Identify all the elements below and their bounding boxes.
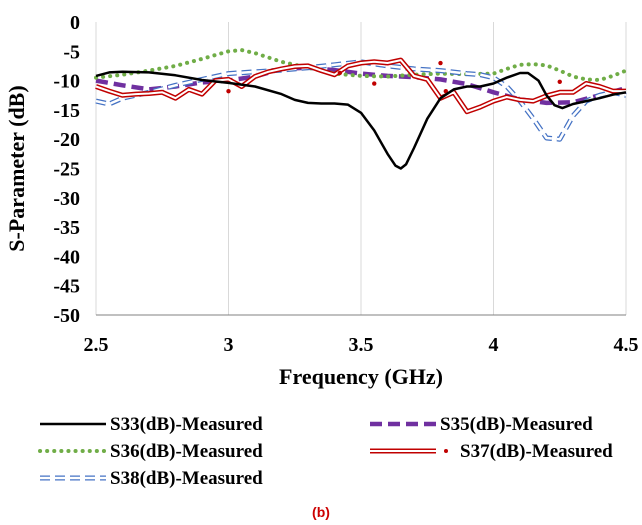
- x-tick-label: 3: [224, 334, 234, 356]
- x-tick-labels: 2.5 3 3.5 4 4.5: [84, 334, 639, 356]
- y-tick-label: -50: [53, 305, 80, 327]
- x-tick-label: 3.5: [349, 334, 374, 356]
- y-tick-label: -15: [53, 100, 80, 122]
- legend-label: S37(dB)-Measured: [460, 441, 613, 462]
- legend-entry: S38(dB)-Measured: [40, 468, 263, 489]
- legend-label: S38(dB)-Measured: [110, 468, 263, 489]
- y-tick-label: -30: [53, 188, 80, 210]
- series-s38-db-measured: [95, 59, 627, 142]
- series-marker-dot: [443, 88, 448, 94]
- legend-label: S33(dB)-Measured: [110, 414, 263, 435]
- series-marker-dot: [438, 60, 443, 66]
- legend-label: S35(dB)-Measured: [440, 414, 593, 435]
- y-tick-labels: 0 -5 -10 -15 -20 -25 -30 -35 -40 -45 -50: [53, 12, 80, 327]
- series-line: [95, 60, 627, 141]
- series-line: [95, 59, 626, 113]
- series-marker-dot: [226, 88, 231, 94]
- legend-dot: [444, 449, 448, 453]
- y-tick-label: -5: [63, 41, 80, 63]
- x-axis-title: Frequency (GHz): [279, 364, 443, 389]
- legend-entry: S37(dB)-Measured: [370, 441, 613, 462]
- series-line: [94, 48, 628, 82]
- series-marker-dot: [337, 70, 342, 76]
- series-line: [95, 70, 627, 170]
- series-s36-db-measured: [94, 48, 628, 82]
- y-tick-label: -25: [53, 159, 80, 181]
- legend-label: S36(dB)-Measured: [110, 441, 263, 462]
- legend-entry: S36(dB)-Measured: [38, 441, 263, 462]
- data-series: [94, 48, 628, 170]
- y-tick-label: -40: [53, 246, 80, 268]
- series-s33-db-measured: [95, 70, 627, 170]
- y-tick-label: -45: [53, 276, 80, 298]
- legend-entry: S33(dB)-Measured: [40, 414, 263, 435]
- x-tick-label: 4.5: [614, 334, 639, 356]
- y-tick-label: -35: [53, 217, 80, 239]
- series-marker-dot: [372, 81, 377, 86]
- figure-caption: (b): [312, 504, 330, 520]
- legend-entry: S35(dB)-Measured: [370, 414, 593, 435]
- y-tick-label: 0: [70, 12, 80, 34]
- series-s37-db-measured: [95, 57, 626, 115]
- y-tick-label: -20: [53, 129, 80, 151]
- vertical-gridlines: [95, 22, 627, 315]
- series-marker-dot: [557, 79, 562, 84]
- x-tick-label: 4: [489, 334, 499, 356]
- y-axis-title: S-Parameter (dB): [4, 85, 29, 251]
- y-tick-label: -10: [53, 71, 80, 93]
- legend: S33(dB)-Measured S35(dB)-Measured S36(dB)-…: [38, 414, 613, 489]
- x-tick-label: 2.5: [84, 334, 109, 356]
